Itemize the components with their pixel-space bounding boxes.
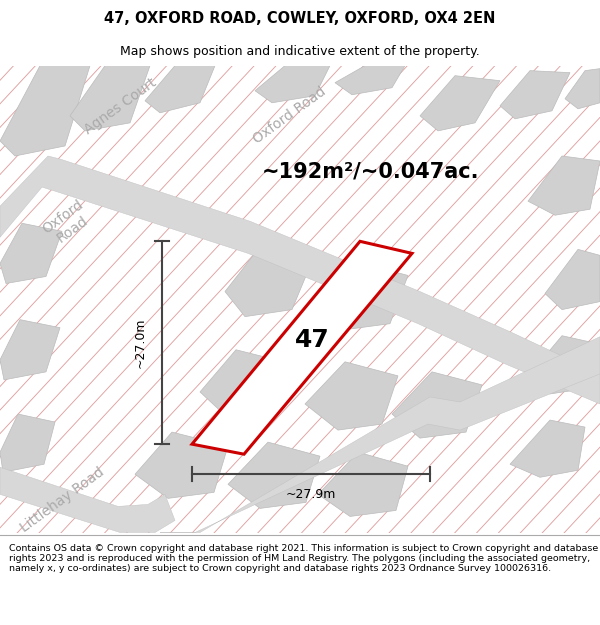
Polygon shape (200, 350, 292, 418)
Polygon shape (0, 468, 175, 532)
Polygon shape (510, 420, 585, 478)
Polygon shape (160, 337, 600, 532)
Polygon shape (135, 432, 228, 498)
Polygon shape (0, 223, 62, 284)
Polygon shape (192, 241, 412, 454)
Polygon shape (525, 336, 598, 394)
Polygon shape (225, 249, 312, 317)
Polygon shape (0, 156, 600, 404)
Text: Map shows position and indicative extent of the property.: Map shows position and indicative extent… (120, 45, 480, 58)
Text: Agnes Court: Agnes Court (82, 75, 158, 136)
Polygon shape (305, 362, 398, 430)
Polygon shape (0, 66, 90, 156)
Polygon shape (335, 66, 405, 95)
Polygon shape (145, 66, 215, 113)
Polygon shape (0, 414, 55, 472)
Text: ~27.9m: ~27.9m (286, 488, 336, 501)
Polygon shape (0, 319, 60, 380)
Polygon shape (255, 66, 330, 102)
Polygon shape (318, 261, 408, 329)
Text: ~192m²/~0.047ac.: ~192m²/~0.047ac. (261, 161, 479, 181)
Text: 47, OXFORD ROAD, COWLEY, OXFORD, OX4 2EN: 47, OXFORD ROAD, COWLEY, OXFORD, OX4 2EN (104, 11, 496, 26)
Text: Oxford Road: Oxford Road (251, 85, 329, 147)
Polygon shape (318, 452, 408, 516)
Text: Littlehay Road: Littlehay Road (17, 466, 107, 536)
Polygon shape (528, 156, 600, 215)
Text: 47: 47 (295, 328, 329, 352)
Polygon shape (228, 442, 320, 508)
Polygon shape (565, 69, 600, 109)
Polygon shape (420, 76, 500, 131)
Polygon shape (500, 71, 570, 119)
Text: Contains OS data © Crown copyright and database right 2021. This information is : Contains OS data © Crown copyright and d… (9, 544, 598, 573)
Polygon shape (70, 66, 150, 131)
Text: Oxford
Road: Oxford Road (40, 198, 96, 249)
Polygon shape (392, 372, 482, 438)
Text: ~27.0m: ~27.0m (133, 318, 146, 368)
Polygon shape (545, 249, 600, 309)
